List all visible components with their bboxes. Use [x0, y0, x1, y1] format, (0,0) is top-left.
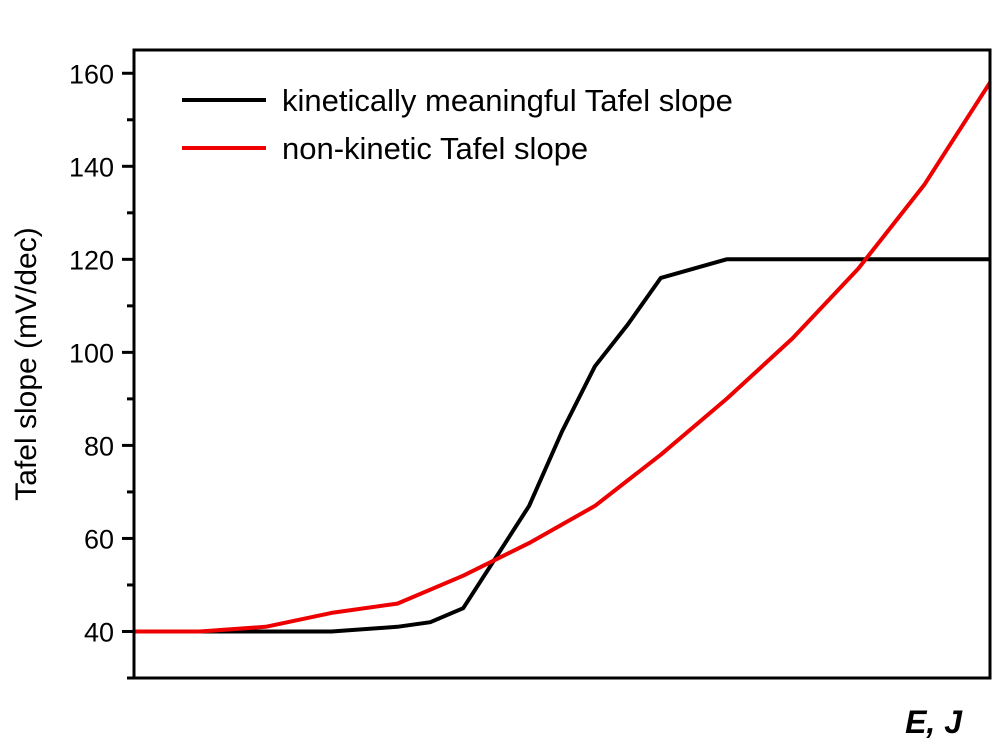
y-tick-label: 120	[69, 245, 114, 275]
y-tick-label: 160	[69, 59, 114, 89]
series-lines	[134, 81, 992, 634]
y-tick-label: 140	[69, 152, 114, 182]
y-tick-label: 100	[69, 338, 114, 368]
y-axis: 40 60 80 100 120 140 160	[69, 59, 134, 680]
legend: kinetically meaningful Tafel slope non-ki…	[182, 83, 733, 166]
y-tick-label: 60	[84, 524, 114, 554]
legend-label: non-kinetic Tafel slope	[282, 131, 588, 166]
y-axis-title: Tafel slope (mV/dec)	[10, 227, 43, 500]
plot-frame	[132, 48, 992, 680]
series-line-2	[134, 81, 992, 634]
y-tick-label: 40	[84, 617, 114, 647]
series-line-1	[134, 257, 990, 634]
legend-label: kinetically meaningful Tafel slope	[282, 83, 733, 118]
y-tick-label: 80	[84, 431, 114, 461]
x-axis-title: E, J	[905, 704, 963, 740]
